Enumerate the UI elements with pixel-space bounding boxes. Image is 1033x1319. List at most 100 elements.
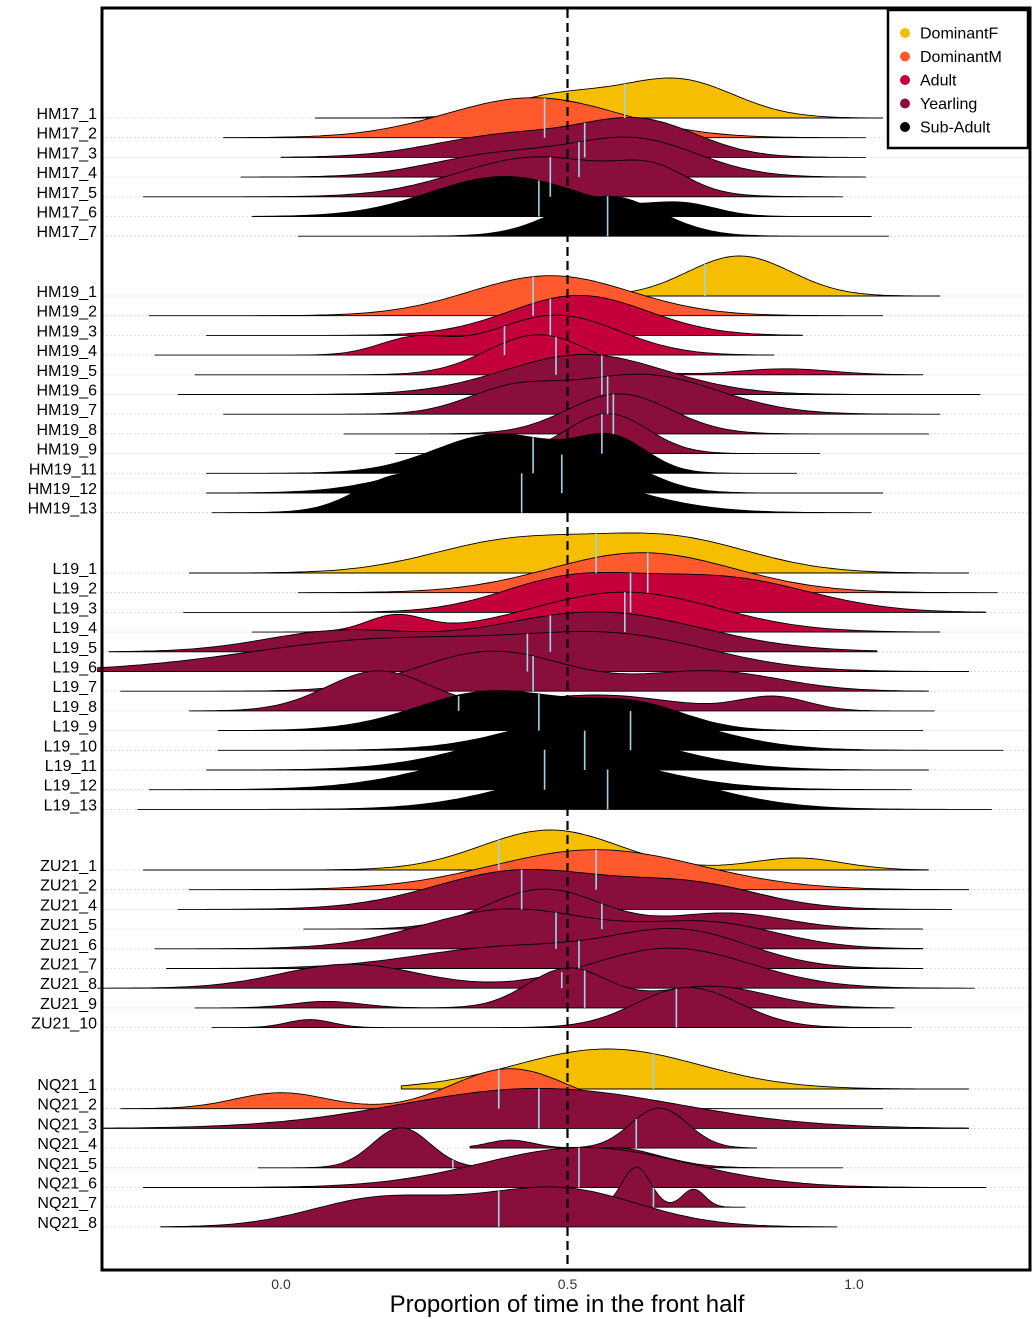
row-label-HM17_5: HM17_5: [37, 185, 98, 202]
row-label-HM19_4: HM19_4: [37, 343, 98, 360]
legend-label-DominantM: DominantM: [920, 49, 1002, 66]
ridge-L19_11: [206, 729, 929, 771]
row-label-NQ21_6: NQ21_6: [37, 1176, 97, 1193]
ridge-HM19_11: [206, 432, 798, 474]
ridge-HM17_3: [280, 116, 866, 158]
row-label-NQ21_2: NQ21_2: [37, 1097, 97, 1114]
row-label-ZU21_8: ZU21_8: [40, 976, 97, 993]
row-label-HM17_2: HM17_2: [37, 126, 98, 143]
row-label-ZU21_6: ZU21_6: [40, 937, 97, 954]
row-label-HM17_4: HM17_4: [37, 165, 98, 182]
row-label-HM19_9: HM19_9: [37, 442, 98, 459]
row-label-NQ21_5: NQ21_5: [37, 1156, 97, 1173]
ridge-HM19_13: [211, 472, 872, 514]
row-label-L19_4: L19_4: [53, 620, 98, 637]
row-label-L19_2: L19_2: [53, 581, 98, 598]
row-label-HM19_8: HM19_8: [37, 422, 98, 439]
x-tick-label-0.5: 0.5: [558, 1276, 578, 1292]
legend-key-Yearling: [900, 98, 910, 109]
row-label-NQ21_4: NQ21_4: [37, 1136, 97, 1153]
row-label-L19_9: L19_9: [53, 719, 98, 736]
legend-key-Adult: [900, 75, 910, 85]
row-label-HM19_12: HM19_12: [28, 481, 97, 498]
row-label-HM17_3: HM17_3: [37, 145, 98, 162]
ridge-L19_3: [183, 571, 987, 613]
row-label-L19_7: L19_7: [53, 679, 98, 696]
plot-frame: [100, 6, 1032, 1272]
row-label-HM19_3: HM19_3: [37, 323, 98, 340]
row-label-HM19_2: HM19_2: [37, 304, 98, 321]
legend-key-DominantF: [900, 28, 910, 38]
ridge-NQ21_7: [601, 1166, 746, 1208]
ridge-HM19_1: [595, 255, 941, 297]
x-tick-label-1.0: 1.0: [844, 1276, 864, 1292]
row-label-L19_13: L19_13: [44, 797, 97, 814]
row-label-HM19_1: HM19_1: [37, 284, 98, 301]
ridge-HM19_3: [206, 294, 803, 336]
ridge-L19_6: [97, 631, 970, 672]
row-label-ZU21_1: ZU21_1: [40, 858, 97, 875]
ridges: [97, 77, 1004, 1228]
ridge-ZU21_10: [211, 987, 912, 1029]
row-label-HM17_1: HM17_1: [37, 106, 98, 123]
ridge-HM19_4: [154, 314, 775, 356]
ridge-L19_9: [217, 690, 924, 732]
row-label-NQ21_1: NQ21_1: [37, 1077, 97, 1094]
row-label-ZU21_10: ZU21_10: [31, 1016, 97, 1033]
ridge-HM17_7: [297, 195, 889, 237]
row-label-L19_5: L19_5: [53, 640, 98, 657]
row-labels: HM17_1 HM17_2 HM17_3 HM17_4 HM17_5 HM17_6 HM17…: [28, 106, 97, 1232]
legend: DominantF DominantM Adult Yearling Sub-Adult: [886, 8, 1030, 150]
row-label-HM17_6: HM17_6: [37, 205, 98, 222]
ridge-L19_8: [188, 670, 935, 712]
legend-label-Sub-Adult: Sub-Adult: [920, 120, 991, 137]
ridge-HM19_6: [177, 354, 981, 395]
ridge-L19_7: [120, 650, 929, 692]
x-tick-label-0.0: 0.0: [271, 1276, 291, 1292]
row-label-L19_6: L19_6: [53, 660, 98, 677]
ridge-HM19_7: [223, 373, 941, 415]
ridge-L19_5: [108, 611, 878, 653]
ridge-L19_1: [188, 532, 970, 574]
row-label-HM19_5: HM19_5: [37, 363, 98, 380]
legend-label-DominantF: DominantF: [920, 26, 998, 43]
ridge-HM17_1: [314, 77, 884, 119]
ridge-HM19_5: [194, 334, 924, 376]
row-label-ZU21_4: ZU21_4: [40, 897, 97, 914]
legend-label-Yearling: Yearling: [920, 96, 977, 113]
row-label-HM19_11: HM19_11: [29, 461, 97, 478]
ridge-NQ21_4: [469, 1107, 758, 1149]
row-label-L19_10: L19_10: [44, 738, 97, 755]
row-label-ZU21_2: ZU21_2: [40, 878, 97, 895]
x-axis-title: Proportion of time in the front half: [390, 1291, 745, 1318]
row-label-ZU21_5: ZU21_5: [40, 917, 97, 934]
row-label-L19_3: L19_3: [53, 600, 98, 617]
row-label-ZU21_7: ZU21_7: [40, 957, 97, 974]
x-axis-ticks: 0.0 0.5 1.0: [271, 1276, 864, 1292]
row-label-L19_1: L19_1: [53, 561, 98, 578]
row-label-L19_12: L19_12: [44, 778, 97, 795]
legend-key-Sub-Adult: [900, 122, 910, 132]
row-label-L19_8: L19_8: [53, 699, 98, 716]
ridge-ZU21_6: [154, 908, 924, 950]
ridge-NQ21_2: [120, 1068, 884, 1110]
ridge-ZU21_2: [188, 849, 970, 891]
ridge-HM19_2: [148, 275, 884, 317]
ridge-HM19_8: [343, 393, 929, 435]
row-label-ZU21_9: ZU21_9: [40, 996, 97, 1013]
ridge-HM17_6: [251, 176, 872, 217]
row-label-HM17_7: HM17_7: [37, 224, 98, 241]
legend-key-DominantM: [900, 51, 910, 62]
row-label-L19_11: L19_11: [45, 758, 97, 775]
row-label-HM19_7: HM19_7: [37, 402, 98, 419]
legend-box: [886, 8, 1030, 150]
row-label-HM19_13: HM19_13: [28, 501, 97, 518]
row-label-NQ21_8: NQ21_8: [37, 1215, 97, 1232]
median-markers: [452, 83, 706, 1227]
ridge-ZU21_1: [143, 829, 929, 871]
row-label-NQ21_3: NQ21_3: [37, 1116, 97, 1133]
legend-label-Adult: Adult: [920, 73, 957, 90]
row-label-HM19_6: HM19_6: [37, 383, 98, 400]
ridge-L19_10: [217, 709, 1004, 751]
